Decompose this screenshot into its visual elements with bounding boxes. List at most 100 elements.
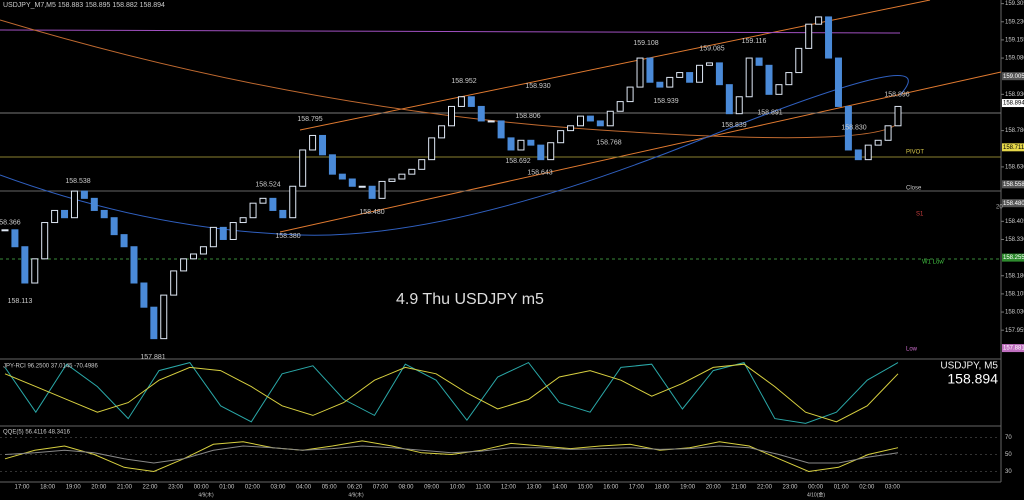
level-label: Low xyxy=(906,347,918,353)
candle-body xyxy=(656,81,664,88)
symbol-label: USDJPY, M5 xyxy=(940,361,998,372)
candle-body xyxy=(507,137,515,151)
candle-body xyxy=(785,72,793,86)
price-box-label: 158.558 xyxy=(1003,182,1024,188)
x-tick-label: 18:00 xyxy=(40,485,56,491)
y-tick-label: 158.105 xyxy=(1005,291,1024,297)
candle-body xyxy=(90,197,98,211)
x-tick-label: 01:00 xyxy=(219,485,235,491)
candle-body xyxy=(745,57,753,98)
candle-body xyxy=(51,209,59,224)
price-label: 158.524 xyxy=(255,181,280,188)
candle-body xyxy=(190,253,198,260)
candle-body xyxy=(21,246,29,284)
candle-body xyxy=(348,178,356,187)
candle-body xyxy=(338,173,346,180)
level-label: 20 xyxy=(996,205,1003,211)
candle-body xyxy=(358,185,366,188)
candle-body xyxy=(1,229,9,232)
price-label: 157.881 xyxy=(140,354,165,361)
panel-title: QQE(5) 56.4116 48.3416 xyxy=(3,430,71,436)
price-label: 158.952 xyxy=(451,78,476,85)
level-label: Close xyxy=(906,186,922,192)
y-tick-label: 50 xyxy=(1005,452,1012,458)
y-tick-label: 159.230 xyxy=(1005,19,1024,25)
x-tick-label: 21:00 xyxy=(731,485,747,491)
y-tick-label: 158.030 xyxy=(1005,310,1024,316)
level-label: PIVOT xyxy=(906,150,924,156)
candle-body xyxy=(170,270,178,296)
price-label: 158.692 xyxy=(505,158,530,165)
date-label: 4/9(木) xyxy=(348,491,364,498)
candle-body xyxy=(894,105,902,127)
candle-body xyxy=(805,23,813,49)
candle-body xyxy=(259,197,267,204)
candle-body xyxy=(150,306,158,340)
candle-body xyxy=(398,173,406,180)
x-tick-label: 23:00 xyxy=(782,485,798,491)
x-tick-label: 08:00 xyxy=(398,485,414,491)
candle-body xyxy=(457,96,465,107)
candle-body xyxy=(576,115,584,127)
candle-body xyxy=(41,222,49,260)
x-tick-label: 11:00 xyxy=(476,485,491,491)
y-tick-label: 158.180 xyxy=(1005,273,1024,279)
candle-body xyxy=(686,72,694,83)
candle-body xyxy=(11,229,19,248)
chart-title: 4.9 Thu USDJPY m5 xyxy=(396,291,544,308)
decor xyxy=(0,0,1002,483)
indicator-line xyxy=(4,361,899,424)
candle-body xyxy=(70,190,78,219)
x-tick-label: 04:00 xyxy=(296,485,312,491)
candle-body xyxy=(328,154,336,175)
y-tick-label: 159.305 xyxy=(1005,1,1024,7)
candle-body xyxy=(626,86,634,103)
candle-body xyxy=(844,105,852,151)
x-tick-label: 14:00 xyxy=(552,485,568,491)
x-tick-label: 10:00 xyxy=(450,485,466,491)
x-tick-label: 19:00 xyxy=(66,485,82,491)
y-tick-label: 70 xyxy=(1005,435,1012,441)
x-tick-label: 03:00 xyxy=(270,485,286,491)
candle-body xyxy=(676,72,684,78)
candle-body xyxy=(596,120,604,127)
x-tick-label: 15:00 xyxy=(578,485,594,491)
candle-body xyxy=(378,180,386,199)
candle-body xyxy=(160,294,168,340)
candle-body xyxy=(120,234,128,248)
candle-body xyxy=(815,16,823,25)
price-label: 158.538 xyxy=(65,178,90,185)
x-tick-label: 21:00 xyxy=(117,485,133,491)
price-box xyxy=(1002,143,1024,152)
y-tick-label: 159.080 xyxy=(1005,56,1024,62)
candle-body xyxy=(537,144,545,161)
candle-body xyxy=(140,282,148,308)
x-tick-label: 23:00 xyxy=(168,485,184,491)
candle-body xyxy=(229,222,237,240)
x-tick-label: 02:00 xyxy=(859,485,875,491)
candle-body xyxy=(388,178,396,182)
y-tick-label: 158.930 xyxy=(1005,92,1024,98)
candle-body xyxy=(497,120,505,139)
candle-body xyxy=(100,209,108,219)
price-label: 158.839 xyxy=(721,122,746,129)
price-box-label: 157.881 xyxy=(1003,346,1024,352)
candle-body xyxy=(477,105,485,122)
candle-body xyxy=(547,142,555,161)
price-box-label: 159.005 xyxy=(1003,74,1024,80)
x-tick-label: 13:00 xyxy=(526,485,542,491)
candle-body xyxy=(616,101,624,112)
candle-body xyxy=(80,190,88,199)
price-label: 158.380 xyxy=(275,233,300,240)
candle-body xyxy=(725,84,733,115)
price-label: 158.896 xyxy=(884,91,909,98)
candle-body xyxy=(825,16,833,59)
candle-body xyxy=(527,139,535,146)
candle-body xyxy=(586,115,594,122)
y-tick-label: 159.155 xyxy=(1005,37,1024,43)
current-price: 158.894 xyxy=(947,371,998,387)
price-label: 158.930 xyxy=(525,83,550,90)
price-label: 158.768 xyxy=(596,139,621,146)
x-tick-label: 07:00 xyxy=(373,485,389,491)
